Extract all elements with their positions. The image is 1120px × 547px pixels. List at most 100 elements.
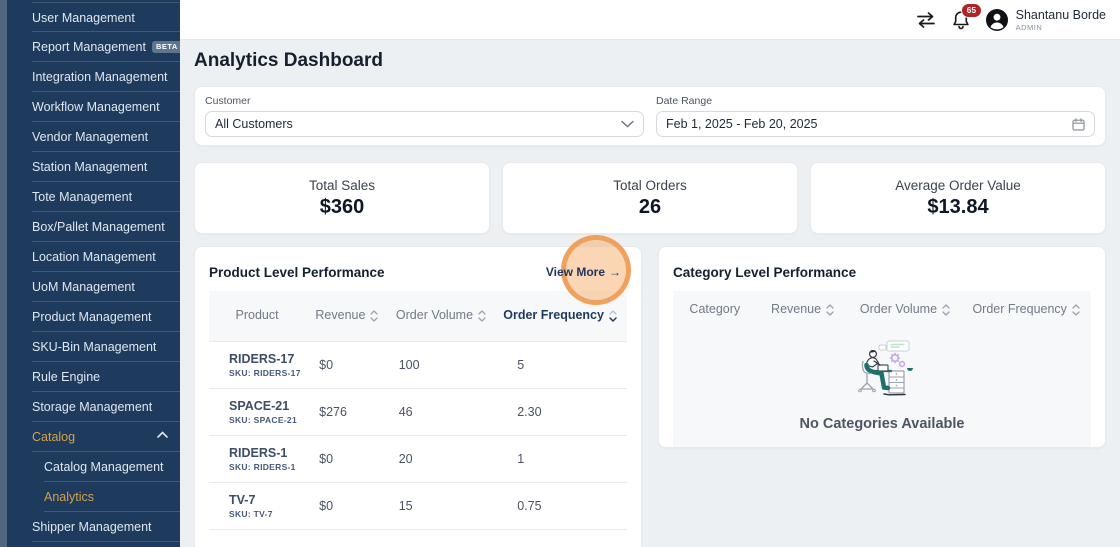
sidebar-item-label: Vendor Management xyxy=(32,130,148,144)
revenue-cell: $0 xyxy=(305,435,389,482)
sidebar-item-shipper-management[interactable]: Shipper Management xyxy=(32,512,180,542)
sidebar-item-label: Station Management xyxy=(32,160,147,174)
date-range-filter: Date Range Feb 1, 2025 - Feb 20, 2025 xyxy=(656,95,1095,137)
column-label: Order Volume xyxy=(860,302,937,318)
sidebar-item-catalog-management[interactable]: Catalog Management xyxy=(44,452,180,482)
sidebar-item-label: SKU-Bin Management xyxy=(32,340,156,354)
sidebar-item-label: Report Management xyxy=(32,40,146,54)
category-performance-panel: Category Level Performance Category Reve… xyxy=(658,246,1106,448)
column-header-product[interactable]: Product xyxy=(209,291,305,341)
date-range-value: Feb 1, 2025 - Feb 20, 2025 xyxy=(666,117,1072,131)
user-info: Shantanu Borde ADMIN xyxy=(1016,8,1106,32)
swap-arrows-icon[interactable] xyxy=(915,12,937,28)
order-volume-cell: 46 xyxy=(389,388,494,435)
sort-icon[interactable] xyxy=(826,303,834,317)
sidebar-item-label: Catalog xyxy=(32,430,75,444)
column-header-revenue[interactable]: Revenue xyxy=(757,291,849,329)
sidebar: User Management Report Management BETA In… xyxy=(0,0,180,547)
user-role: ADMIN xyxy=(1016,23,1106,32)
order-volume-cell: 20 xyxy=(389,435,494,482)
column-header-revenue[interactable]: Revenue xyxy=(305,291,389,341)
sidebar-nav: User Management Report Management BETA In… xyxy=(0,2,180,542)
product-sku: SKU: TV-7 xyxy=(229,509,305,519)
notification-bell-icon[interactable]: 65 xyxy=(951,9,971,31)
sidebar-item-storage-management[interactable]: Storage Management xyxy=(32,392,180,422)
column-header-order-volume[interactable]: Order Volume xyxy=(389,291,494,341)
product-sku: SKU: SPACE-21 xyxy=(229,415,305,425)
avatar xyxy=(985,8,1009,32)
sidebar-item-box-pallet-management[interactable]: Box/Pallet Management xyxy=(32,212,180,242)
sort-icon[interactable] xyxy=(942,303,950,317)
category-panel-title: Category Level Performance xyxy=(673,265,856,280)
sidebar-item-label: Shipper Management xyxy=(32,520,152,534)
column-header-category[interactable]: Category xyxy=(673,291,757,329)
sidebar-item-label: Analytics xyxy=(44,490,94,504)
chevron-up-icon xyxy=(157,431,168,438)
sidebar-item-tote-management[interactable]: Tote Management xyxy=(32,182,180,212)
product-sku: SKU: RIDERS-1 xyxy=(229,462,305,472)
sidebar-item-catalog[interactable]: Catalog xyxy=(32,422,180,452)
sidebar-item-location-management[interactable]: Location Management xyxy=(32,242,180,272)
product-name: RIDERS-1 xyxy=(229,446,305,460)
sort-icon[interactable] xyxy=(478,309,486,323)
sidebar-item-sku-bin-management[interactable]: SKU-Bin Management xyxy=(32,332,180,362)
sidebar-item-label: Tote Management xyxy=(32,190,132,204)
sidebar-item-user-management[interactable]: User Management xyxy=(32,2,180,32)
table-row[interactable]: SPACE-21SKU: SPACE-21 $276 46 2.30 xyxy=(209,388,627,435)
revenue-cell: $0 xyxy=(305,341,389,388)
customer-filter-label: Customer xyxy=(205,95,644,107)
sidebar-item-product-management[interactable]: Product Management xyxy=(32,302,180,332)
order-volume-cell xyxy=(389,529,494,547)
sidebar-item-label: Location Management xyxy=(32,250,156,264)
sidebar-item-rule-engine[interactable]: Rule Engine xyxy=(32,362,180,392)
sort-icon[interactable] xyxy=(370,309,378,323)
column-header-order-volume[interactable]: Order Volume xyxy=(849,291,962,329)
order-volume-cell: 15 xyxy=(389,482,494,529)
table-row[interactable]: RIDERS-17SKU: RIDERS-17 $0 100 5 xyxy=(209,341,627,388)
column-label: Order Frequency xyxy=(972,302,1066,318)
column-label: Revenue xyxy=(771,302,821,318)
sidebar-item-uom-management[interactable]: UoM Management xyxy=(32,272,180,302)
beta-badge: BETA xyxy=(152,41,180,53)
sidebar-item-analytics[interactable]: Analytics xyxy=(44,482,180,512)
date-range-input[interactable]: Feb 1, 2025 - Feb 20, 2025 xyxy=(656,111,1095,137)
table-row[interactable]: RIDERS-1 SKU: RIDERS-1 $0 20 1 xyxy=(209,435,627,482)
table-row[interactable]: SPACE-2 xyxy=(209,529,627,547)
customer-select[interactable]: All Customers xyxy=(205,111,644,137)
product-performance-panel: Product Level Performance View More → Pr… xyxy=(194,246,642,547)
stat-card-total-sales: Total Sales $360 xyxy=(194,162,490,234)
customer-select-value: All Customers xyxy=(215,117,621,131)
arrow-right-icon: → xyxy=(609,265,621,279)
column-header-order-frequency[interactable]: Order Frequency xyxy=(493,291,627,341)
sort-icon-active-desc[interactable] xyxy=(609,309,617,323)
product-panel-title: Product Level Performance xyxy=(209,265,385,280)
column-header-order-frequency[interactable]: Order Frequency xyxy=(961,291,1091,329)
order-frequency-cell: 1 xyxy=(493,435,627,482)
category-table-head: Category Revenue Order Volume Order Freq… xyxy=(673,291,1091,329)
sidebar-item-vendor-management[interactable]: Vendor Management xyxy=(32,122,180,152)
sidebar-item-integration-management[interactable]: Integration Management xyxy=(32,62,180,92)
stats-row: Total Sales $360 Total Orders 26 Average… xyxy=(194,162,1106,234)
stat-value: 26 xyxy=(639,196,661,219)
order-frequency-cell: 2.30 xyxy=(493,388,627,435)
view-more-link[interactable]: View More → xyxy=(546,265,621,279)
user-menu[interactable]: Shantanu Borde ADMIN xyxy=(985,8,1106,32)
sidebar-item-label: Box/Pallet Management xyxy=(32,220,165,234)
sidebar-item-station-management[interactable]: Station Management xyxy=(32,152,180,182)
order-frequency-cell: 5 xyxy=(493,341,627,388)
sort-icon[interactable] xyxy=(1072,303,1080,317)
revenue-cell: $276 xyxy=(305,388,389,435)
column-label: Product xyxy=(236,308,279,324)
sidebar-item-label: User Management xyxy=(32,11,135,25)
table-row[interactable]: TV-7SKU: TV-7 $0 15 0.75 xyxy=(209,482,627,529)
sidebar-item-label: Workflow Management xyxy=(32,100,160,114)
stat-label: Total Sales xyxy=(309,178,375,193)
sidebar-item-workflow-management[interactable]: Workflow Management xyxy=(32,92,180,122)
empty-state-text: No Categories Available xyxy=(673,416,1091,432)
sidebar-item-report-management[interactable]: Report Management BETA xyxy=(32,32,180,62)
category-table: Category Revenue Order Volume Order Freq… xyxy=(673,291,1091,329)
column-label: Order Volume xyxy=(396,308,473,324)
stat-value: $360 xyxy=(320,196,365,219)
topbar: 65 Shantanu Borde ADMIN xyxy=(180,0,1120,40)
chevron-down-icon xyxy=(621,120,634,128)
